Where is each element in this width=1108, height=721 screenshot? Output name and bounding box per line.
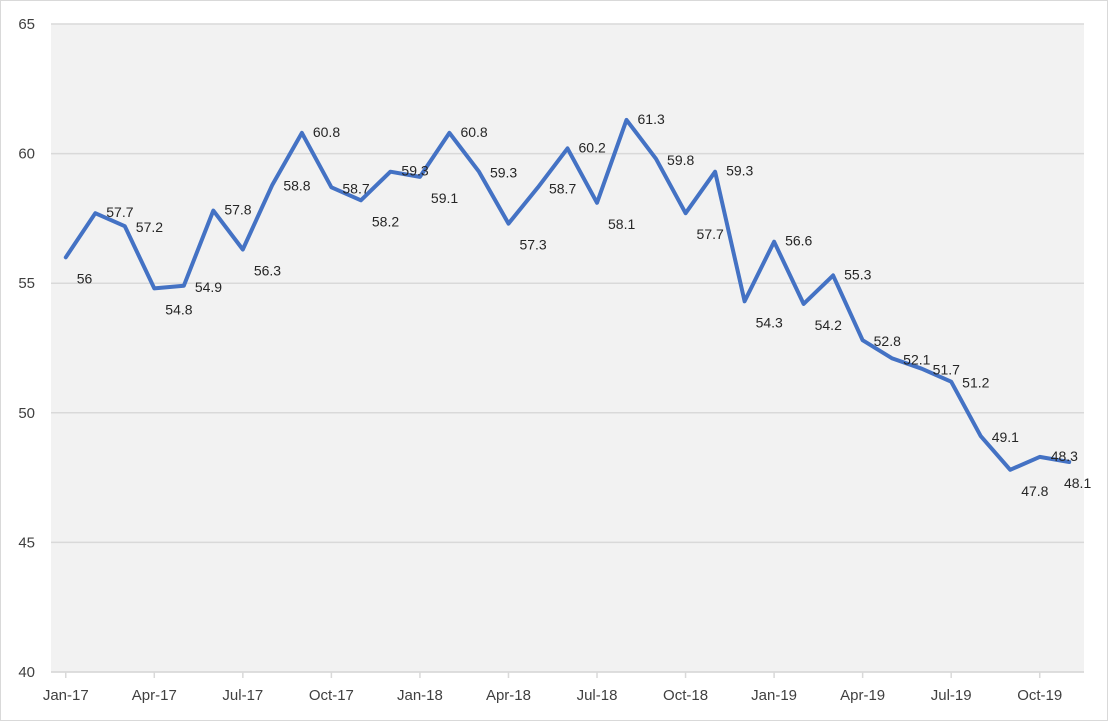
data-label: 60.2: [579, 139, 606, 155]
data-label: 48.1: [1064, 475, 1091, 491]
data-label: 59.3: [490, 165, 517, 181]
x-tick-label: Jul-19: [931, 687, 972, 704]
x-tick-label: Jan-17: [43, 687, 89, 704]
data-label: 49.1: [992, 429, 1019, 445]
data-label: 47.8: [1021, 483, 1048, 499]
y-tick-label: 50: [18, 405, 35, 422]
x-tick-label: Jan-18: [397, 687, 443, 704]
y-tick-label: 55: [18, 275, 35, 292]
data-label: 58.2: [372, 213, 399, 229]
x-tick-label: Oct-19: [1017, 687, 1062, 704]
data-label: 54.2: [815, 317, 842, 333]
data-label: 51.2: [962, 375, 989, 391]
data-label: 57.3: [519, 237, 546, 253]
data-label: 56: [77, 270, 93, 286]
x-tick-label: Apr-17: [132, 687, 177, 704]
data-label: 57.8: [224, 202, 251, 218]
data-label: 61.3: [638, 111, 665, 127]
data-label: 52.8: [874, 333, 901, 349]
data-label: 56.6: [785, 233, 812, 249]
data-label: 60.8: [313, 124, 340, 140]
data-label: 48.3: [1051, 448, 1078, 464]
x-axis-ticks: Jan-17 Apr-17 Jul-17 Oct-17 Jan-18 Apr-18 Jul-…: [43, 672, 1062, 704]
y-tick-label: 45: [18, 534, 35, 551]
data-label: 55.3: [844, 266, 871, 282]
data-label: 56.3: [254, 263, 281, 279]
x-tick-label: Jul-18: [577, 687, 618, 704]
data-label: 59.3: [401, 163, 428, 179]
series-line: [63, 117, 1072, 472]
data-label: 58.7: [549, 180, 576, 196]
data-label: 60.8: [460, 124, 487, 140]
data-label: 52.1: [903, 351, 930, 367]
data-label: 58.1: [608, 216, 635, 232]
x-tick-label: Jul-17: [222, 687, 263, 704]
plot-area: [51, 24, 1084, 672]
x-tick-label: Oct-18: [663, 687, 708, 704]
data-label: 54.8: [165, 301, 192, 317]
data-label: 51.7: [933, 362, 960, 378]
data-label: 57.7: [106, 204, 133, 220]
data-label: 57.7: [697, 226, 724, 242]
y-tick-label: 60: [18, 146, 35, 163]
data-label: 54.3: [756, 314, 783, 330]
data-label: 57.2: [136, 219, 163, 235]
y-tick-label: 40: [18, 664, 35, 681]
y-axis-ticks: 40 45 50 55 60 65: [18, 16, 35, 681]
data-label: 54.9: [195, 279, 222, 295]
data-label: 59.8: [667, 152, 694, 168]
series-group: [63, 117, 1072, 472]
data-label: 59.1: [431, 190, 458, 206]
x-tick-label: Oct-17: [309, 687, 354, 704]
data-labels: 5657.757.254.854.957.856.358.860.858.758…: [77, 111, 1092, 499]
data-label: 58.8: [283, 178, 310, 194]
x-tick-label: Jan-19: [751, 687, 797, 704]
y-tick-label: 65: [18, 16, 35, 33]
x-tick-label: Apr-18: [486, 687, 531, 704]
data-label: 59.3: [726, 163, 753, 179]
data-label: 58.7: [342, 180, 369, 196]
x-tick-label: Apr-19: [840, 687, 885, 704]
